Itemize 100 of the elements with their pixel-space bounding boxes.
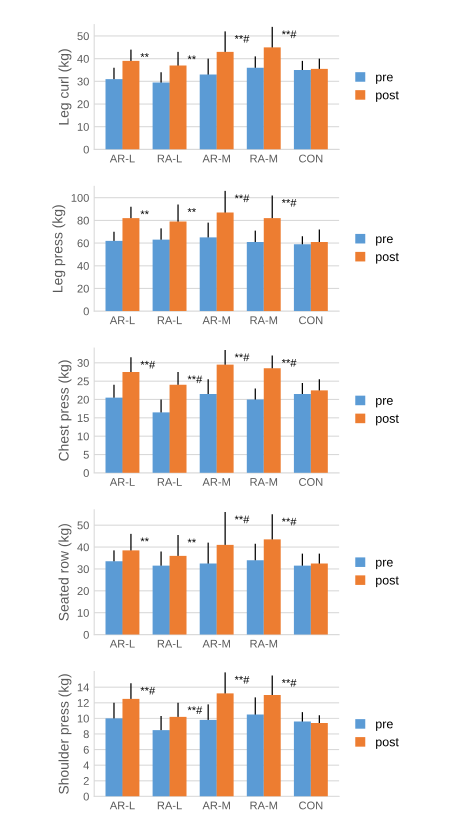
bar (152, 412, 170, 473)
bar (294, 721, 311, 796)
annotation: **# (234, 676, 250, 684)
legend-label: pre (376, 560, 393, 570)
y-axis-title: Shoulder press (kg) (58, 674, 72, 794)
bar (310, 68, 328, 150)
y-tick-label: 20 (78, 100, 89, 108)
legend-label: post (376, 576, 399, 588)
y-tick-label: 4 (83, 762, 90, 770)
annotation: **# (282, 679, 296, 687)
annotation: ** (140, 537, 149, 542)
bar (170, 65, 187, 150)
annotation: **# (140, 686, 156, 694)
bar (200, 394, 217, 473)
x-tick-label: AR-M (202, 154, 230, 162)
x-tick-label: AR-L (110, 154, 135, 162)
legend-label: pre (376, 236, 393, 246)
y-tick-label: 40 (77, 262, 89, 270)
bar (246, 399, 264, 473)
annotation: **# (234, 35, 250, 43)
bar (264, 47, 281, 150)
bar (106, 240, 122, 312)
y-tick-label: 30 (77, 565, 89, 574)
y-tick-label: 30 (77, 78, 89, 86)
y-tick-label: 2 (84, 777, 89, 785)
annotation: ** (188, 208, 196, 212)
bar (152, 566, 170, 635)
annotation: ** (188, 538, 196, 542)
y-tick-label: 40 (77, 543, 89, 552)
x-tick-label: CON (299, 802, 322, 810)
y-tick-label: 20 (78, 587, 89, 595)
annotation: **# (140, 360, 156, 368)
bar (122, 698, 140, 796)
legend-label: post (376, 414, 399, 426)
y-tick-label: 20 (78, 284, 89, 293)
bar (216, 52, 234, 150)
bar (294, 244, 311, 312)
y-tick-label: 80 (77, 216, 89, 225)
bar (246, 242, 264, 312)
x-tick-label: AR-M (202, 640, 230, 648)
bar (152, 730, 170, 796)
y-tick-label: 6 (84, 746, 89, 754)
y-tick-label: 20 (78, 396, 89, 404)
bar (216, 364, 234, 473)
x-tick-label: AR-L (110, 478, 135, 486)
x-tick-label: AR-L (110, 802, 135, 810)
x-tick-label: AR-M (202, 802, 230, 810)
y-tick-label: 30 (77, 359, 89, 367)
bar (294, 394, 311, 473)
annotation: ** (188, 55, 196, 60)
x-tick-label: RA-M (250, 478, 278, 486)
annotation: **# (282, 199, 296, 207)
annotation: **# (188, 376, 202, 384)
bar (216, 693, 234, 796)
bar (246, 68, 264, 150)
bar (294, 566, 311, 635)
bar (264, 694, 281, 796)
bar (264, 218, 281, 312)
bar (106, 561, 122, 635)
y-tick-label: 0 (84, 469, 89, 478)
bar (170, 556, 187, 635)
annotation: **# (234, 516, 250, 524)
y-tick-label: 12 (78, 699, 89, 707)
y-axis-title: Leg press (kg) (52, 205, 66, 292)
bar (106, 79, 122, 150)
y-tick-label: 0 (84, 630, 89, 639)
x-tick-label: RA-M (250, 316, 278, 324)
annotation: ** (140, 210, 149, 214)
bar (216, 212, 234, 312)
annotation: **# (188, 706, 202, 714)
annotation: **# (282, 359, 296, 367)
legend-label: post (376, 738, 399, 749)
x-tick-label: RA-M (250, 154, 278, 162)
y-tick-label: 10 (78, 432, 89, 440)
annotation: ** (140, 53, 149, 58)
bar (122, 372, 140, 473)
bar (310, 390, 328, 473)
bar (152, 82, 170, 150)
bar (122, 60, 140, 150)
y-tick-label: 14 (78, 684, 90, 692)
x-tick-label: RA-L (158, 316, 182, 324)
bar (200, 720, 217, 796)
x-tick-label: RA-L (158, 154, 182, 162)
x-tick-label: RA-L (158, 478, 182, 486)
x-tick-label: RA-M (250, 802, 278, 810)
y-tick-label: 10 (78, 123, 89, 131)
bar (106, 398, 122, 473)
bar (310, 563, 328, 635)
y-tick-label: 50 (77, 521, 89, 530)
y-axis-title: Leg curl (kg) (58, 49, 72, 124)
bar (264, 368, 281, 473)
bar (246, 560, 264, 635)
y-tick-label: 60 (78, 239, 89, 248)
y-tick-label: 50 (77, 32, 89, 40)
bar (106, 718, 122, 796)
y-tick-label: 5 (84, 450, 89, 459)
x-tick-label: CON (299, 154, 322, 162)
y-axis-title: Chest press (kg) (58, 360, 72, 461)
annotation: **# (282, 30, 296, 38)
y-tick-label: 0 (84, 307, 89, 316)
